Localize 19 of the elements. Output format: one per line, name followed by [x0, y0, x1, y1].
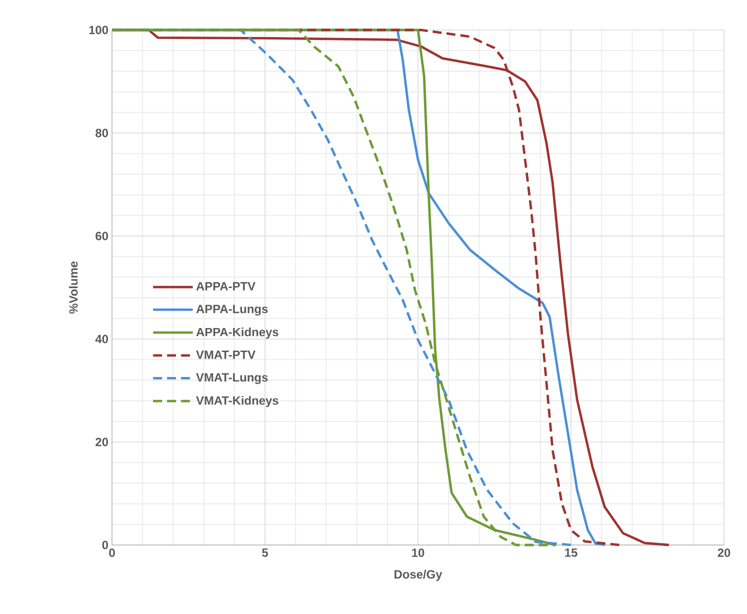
- legend-label: VMAT-Kidneys: [196, 396, 278, 408]
- y-tick-label: 60: [96, 232, 108, 240]
- y-tick-label: 80: [96, 128, 108, 138]
- legend-label: APPA-PTV: [196, 282, 256, 290]
- x-tick-label: 15: [565, 548, 578, 557]
- x-tick-label: 5: [262, 548, 268, 557]
- legend-label: APPA-Kidneys: [196, 328, 278, 339]
- legend-label: VMAT-PTV: [196, 350, 256, 359]
- y-tick-label: 100: [89, 26, 108, 34]
- y-axis-title: %Volume: [68, 261, 78, 314]
- y-tick-label: 40: [95, 334, 108, 344]
- legend-label: APPA-Lungs: [196, 304, 268, 316]
- x-tick-label: 20: [718, 548, 730, 557]
- legend-label: VMAT-Lungs: [196, 373, 268, 384]
- y-tick-label: 0: [102, 540, 108, 550]
- x-tick-label: 10: [412, 548, 424, 557]
- x-tick-label: 0: [109, 548, 115, 557]
- y-tick-label: 20: [96, 438, 108, 446]
- x-axis-title: Dose/Gy: [394, 570, 442, 581]
